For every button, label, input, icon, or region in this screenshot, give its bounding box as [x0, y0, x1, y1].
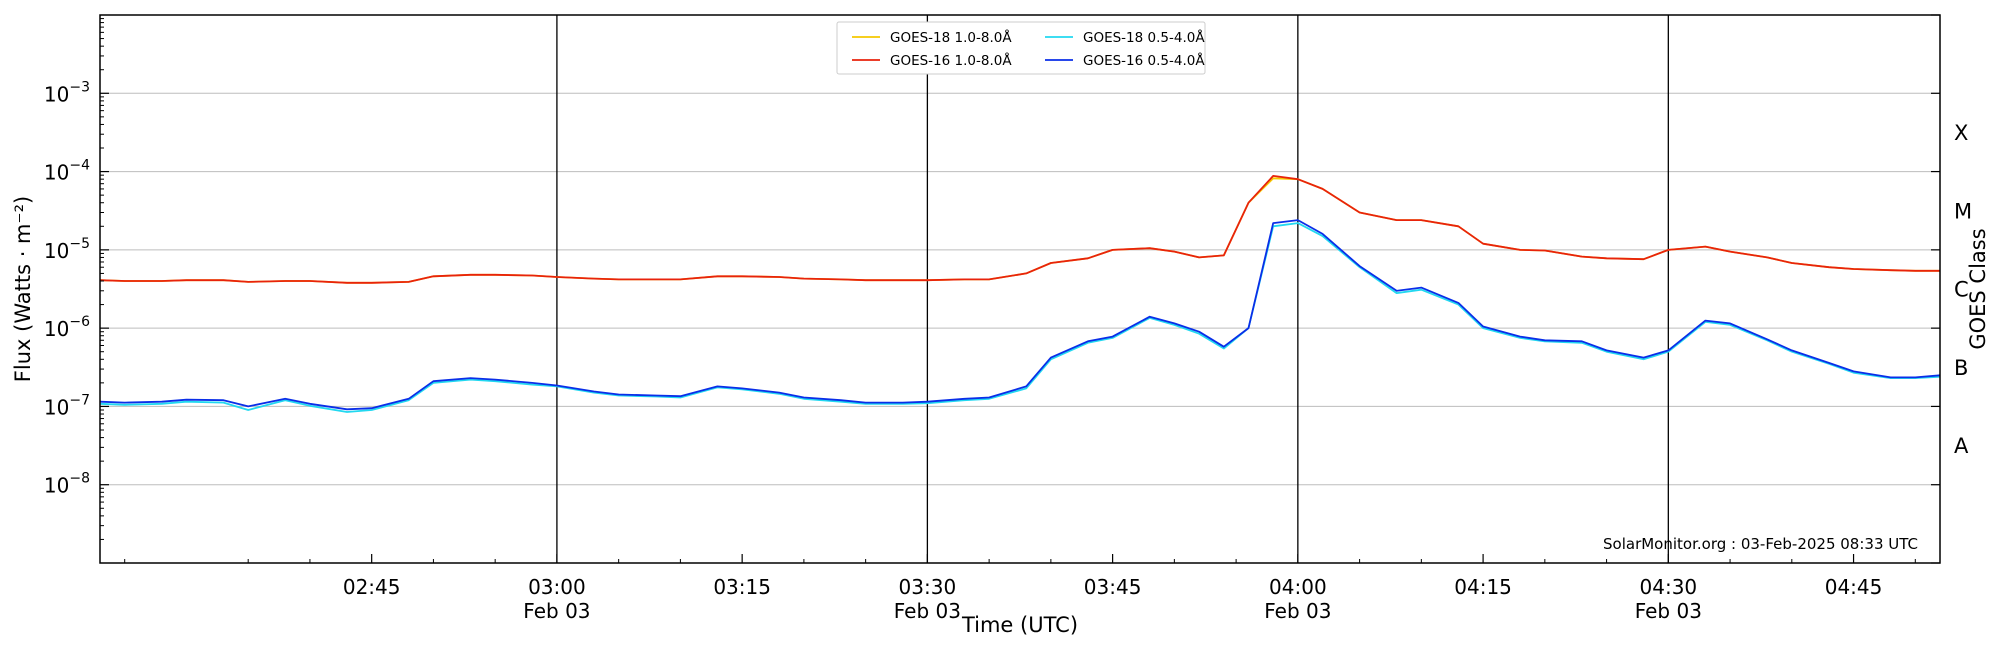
legend-entry-label: GOES-16 1.0-8.0Å: [890, 52, 1012, 69]
legend-entry-label: GOES-18 1.0-8.0Å: [890, 29, 1012, 46]
goes-class-label-c: C: [1954, 278, 1969, 302]
y-axis-label: Flux (Watts · m⁻²): [11, 196, 35, 382]
legend-box: [836, 21, 1206, 75]
x-tick-label: 04:15: [1454, 575, 1512, 599]
x-tick-label: 02:45: [343, 575, 401, 599]
goes-class-label-b: B: [1954, 356, 1968, 380]
plot-frame: [99, 14, 1941, 564]
goes-class-label-a: A: [1954, 434, 1969, 458]
y-tick-label: 10−5: [44, 236, 90, 263]
goes-class-labels: A B C M X: [1931, 14, 1972, 564]
x-tick-label: 03:45: [1084, 575, 1142, 599]
flux-series: [99, 174, 1941, 413]
x-tick-label: 04:30: [1640, 575, 1698, 599]
y-tick-label: 10−6: [44, 314, 90, 341]
y-tick-label: 10−4: [44, 158, 90, 185]
grid-lines: [100, 92, 1940, 486]
x-tick-label: 03:00: [528, 575, 586, 599]
y-tick-label: 10−3: [44, 79, 90, 106]
x-tick-date-label: Feb 03: [1264, 599, 1331, 623]
y-tick-label: 10−8: [44, 471, 90, 498]
x-tick-date-label: Feb 03: [1635, 599, 1702, 623]
y-axis-ticks: 10−8 10−7 10−6 10−5 10−4 10−3: [44, 18, 109, 540]
legend-entry-label: GOES-18 0.5-4.0Å: [1083, 29, 1205, 46]
x-tick-label: 04:45: [1825, 575, 1883, 599]
credit-text: SolarMonitor.org : 03-Feb-2025 08:33 UTC: [1603, 535, 1918, 553]
x-tick-date-label: Feb 03: [894, 599, 961, 623]
series-line-3: [99, 222, 1941, 413]
x-tick-label: 03:30: [899, 575, 957, 599]
goes-class-label-x: X: [1954, 121, 1968, 145]
x-tick-label: 04:00: [1269, 575, 1327, 599]
legend-entry-label: GOES-16 0.5-4.0Å: [1083, 52, 1205, 69]
goes-class-label-m: M: [1954, 199, 1972, 223]
y-tick-label: 10−7: [44, 392, 90, 419]
series-line-4: [99, 219, 1941, 411]
series-line-2: [99, 174, 1940, 284]
goes-class-axis-label: GOES Class: [1966, 228, 1990, 349]
half-hour-markers: [556, 15, 1669, 563]
series-line-1: [99, 177, 1940, 284]
legend: GOES-18 1.0-8.0Å GOES-16 1.0-8.0Å GOES-18 …: [836, 21, 1206, 75]
x-tick-date-label: Feb 03: [523, 599, 590, 623]
x-axis-label: Time (UTC): [961, 613, 1078, 637]
x-tick-label: 03:15: [713, 575, 771, 599]
